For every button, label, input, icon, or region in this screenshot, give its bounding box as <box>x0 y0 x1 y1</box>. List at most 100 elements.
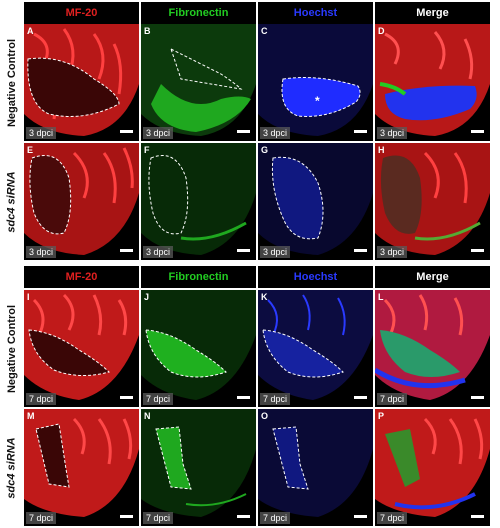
dpci-label: 7 dpci <box>260 393 291 405</box>
panel-j-fibronectin: J 7 dpci <box>141 290 256 407</box>
column-title-label: Hoechst <box>293 7 338 19</box>
row-label-negative-control-3dpci: Negative Control <box>0 24 24 141</box>
panel-p-merge: P 7 dpci <box>375 409 490 526</box>
panel-m-mf20: M 7 dpci <box>24 409 139 526</box>
panel-g-hoechst: G 3 dpci <box>258 143 373 260</box>
scale-bar <box>237 130 250 133</box>
row-label-sdc4-7dpci: sdc4 siRNA <box>0 409 24 526</box>
panel-letter: E <box>27 145 34 155</box>
merge-tissue-image <box>375 290 490 400</box>
column-title-merge: Merge <box>375 266 490 288</box>
column-title-merge: Merge <box>375 2 490 24</box>
asterisk-marker: * <box>315 94 320 108</box>
panel-o-hoechst: O 7 dpci <box>258 409 373 526</box>
panel-letter: D <box>378 26 385 36</box>
mf20-tissue-image <box>24 24 139 136</box>
column-title-label: Merge <box>416 271 449 283</box>
row-label-text: Negative Control <box>6 304 19 393</box>
scale-bar <box>471 396 484 399</box>
scale-bar <box>354 249 367 252</box>
dpci-label: 7 dpci <box>377 393 408 405</box>
column-title-label: Hoechst <box>293 271 338 283</box>
scale-bar <box>237 396 250 399</box>
panel-letter: P <box>378 411 385 421</box>
column-title-label: Fibronectin <box>168 7 229 19</box>
panel-letter: L <box>378 292 384 302</box>
row-label-negative-control-7dpci: Negative Control <box>0 290 24 407</box>
panel-e-mf20: E 3 dpci <box>24 143 139 260</box>
panel-l-merge: L 7 dpci <box>375 290 490 407</box>
panel-b-fibronectin: B 3 dpci <box>141 24 256 141</box>
dpci-label: 3 dpci <box>260 246 291 258</box>
dpci-label: 3 dpci <box>26 246 57 258</box>
column-title-mf20: MF-20 <box>24 2 139 24</box>
mf20-tissue-image <box>24 143 139 255</box>
merge-tissue-image <box>375 143 490 255</box>
scale-bar <box>471 249 484 252</box>
dpci-label: 7 dpci <box>377 512 408 524</box>
dpci-label: 3 dpci <box>377 246 408 258</box>
dpci-label: 3 dpci <box>143 127 174 139</box>
panel-letter: C <box>261 26 268 36</box>
column-title-label: Fibronectin <box>168 271 229 283</box>
dpci-label: 3 dpci <box>377 127 408 139</box>
panel-letter: O <box>261 411 269 421</box>
panel-c-hoechst: * C 3 dpci <box>258 24 373 141</box>
merge-tissue-image <box>375 409 490 517</box>
scale-bar <box>120 515 133 518</box>
dpci-label: 7 dpci <box>143 512 174 524</box>
panel-letter: A <box>27 26 34 36</box>
fibronectin-tissue-image <box>141 409 256 517</box>
column-title-fibronectin: Fibronectin <box>141 2 256 24</box>
mf20-tissue-image <box>24 290 139 400</box>
column-title-hoechst: Hoechst <box>258 2 373 24</box>
column-title-mf20: MF-20 <box>24 266 139 288</box>
scale-bar <box>354 515 367 518</box>
panel-letter: N <box>144 411 151 421</box>
panel-letter: J <box>144 292 150 302</box>
dpci-label: 7 dpci <box>143 393 174 405</box>
hoechst-tissue-image <box>258 143 373 255</box>
dpci-label: 7 dpci <box>26 512 57 524</box>
column-title-label: MF-20 <box>65 7 98 19</box>
scale-bar <box>120 130 133 133</box>
row-label-sdc4-3dpci: sdc4 siRNA <box>0 143 24 260</box>
column-title-label: Merge <box>416 7 449 19</box>
scale-bar <box>354 130 367 133</box>
hoechst-tissue-image <box>258 24 373 136</box>
scale-bar <box>120 249 133 252</box>
panel-k-hoechst: K 7 dpci <box>258 290 373 407</box>
dpci-label: 7 dpci <box>26 393 57 405</box>
fibronectin-tissue-image <box>141 143 256 255</box>
mf20-tissue-image <box>24 409 139 517</box>
row-label-text: Negative Control <box>6 38 19 127</box>
panel-n-fibronectin: N 7 dpci <box>141 409 256 526</box>
row-label-text: sdc4 siRNA <box>6 170 19 233</box>
panel-letter: G <box>261 145 269 155</box>
panel-letter: M <box>27 411 35 421</box>
panel-i-mf20: I 7 dpci <box>24 290 139 407</box>
dpci-label: 3 dpci <box>260 127 291 139</box>
fibronectin-tissue-image <box>141 24 256 136</box>
panel-letter: K <box>261 292 268 302</box>
column-title-fibronectin: Fibronectin <box>141 266 256 288</box>
panel-d-merge: D 3 dpci <box>375 24 490 141</box>
panel-letter: H <box>378 145 385 155</box>
hoechst-tissue-image <box>258 290 373 400</box>
scale-bar <box>237 515 250 518</box>
panel-letter: I <box>27 292 30 302</box>
fibronectin-tissue-image <box>141 290 256 400</box>
scale-bar <box>354 396 367 399</box>
dpci-label: 3 dpci <box>143 246 174 258</box>
merge-tissue-image <box>375 24 490 136</box>
scale-bar <box>120 396 133 399</box>
panel-h-merge: H 3 dpci <box>375 143 490 260</box>
column-title-hoechst: Hoechst <box>258 266 373 288</box>
panel-f-fibronectin: F 3 dpci <box>141 143 256 260</box>
panel-letter: B <box>144 26 151 36</box>
panel-letter: F <box>144 145 150 155</box>
column-title-label: MF-20 <box>65 271 98 283</box>
hoechst-tissue-image <box>258 409 373 517</box>
panel-a-mf20: A 3 dpci <box>24 24 139 141</box>
dpci-label: 7 dpci <box>260 512 291 524</box>
